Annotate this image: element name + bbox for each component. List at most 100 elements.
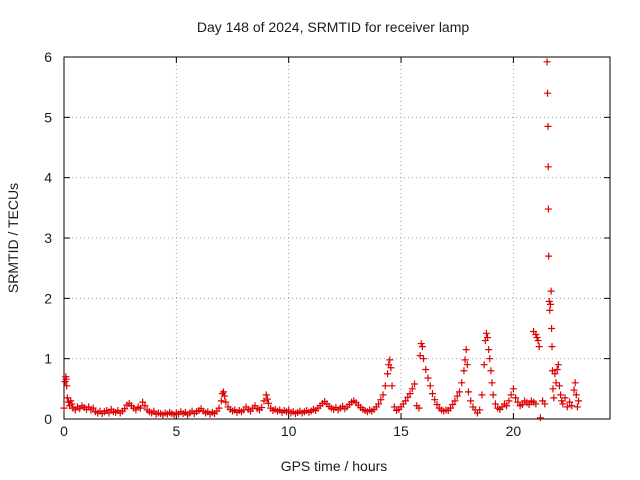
data-point-marker [417, 340, 425, 348]
data-point-marker [514, 398, 522, 406]
data-point-marker [62, 375, 70, 383]
data-point-marker [404, 393, 412, 401]
data-point-marker [507, 391, 515, 399]
y-tick-label: 3 [44, 230, 52, 246]
data-point-marker [139, 398, 147, 406]
data-point-marker [460, 367, 468, 375]
data-point-marker [408, 385, 416, 393]
data-point-marker [544, 122, 552, 130]
data-point-marker [379, 391, 387, 399]
data-point-marker [141, 402, 149, 410]
data-point-marker [558, 397, 566, 405]
data-point-marker [543, 58, 551, 66]
data-point-marker [411, 380, 419, 388]
data-point-marker [557, 391, 565, 399]
data-point-marker [570, 386, 578, 394]
data-point-marker [428, 390, 436, 398]
data-point-marker [121, 405, 129, 413]
data-point-marker [533, 334, 541, 342]
data-point-marker [541, 400, 549, 408]
data-point-marker [60, 404, 68, 412]
data-point-marker [563, 403, 571, 411]
data-point-marker [566, 398, 574, 406]
grid-lines [64, 57, 610, 419]
data-point-marker [546, 306, 554, 314]
data-point-marker [503, 402, 511, 410]
x-tick-label: 15 [393, 423, 409, 439]
x-tick-label: 0 [60, 423, 68, 439]
data-point-marker [480, 361, 488, 369]
data-point-marker [375, 400, 383, 408]
data-point-marker [488, 379, 496, 387]
data-point-marker [486, 355, 494, 363]
data-point-marker [545, 297, 553, 305]
data-point-marker [463, 361, 471, 369]
y-tick-label: 6 [44, 49, 52, 65]
data-point-marker [548, 325, 556, 332]
data-point-marker [553, 366, 561, 374]
data-point-marker [424, 374, 432, 382]
data-point-marker [482, 329, 490, 337]
data-point-marker [68, 400, 76, 408]
data-point-marker [386, 356, 394, 364]
data-point-marker [573, 403, 581, 411]
data-point-marker [536, 414, 544, 422]
y-tick-label: 4 [44, 170, 52, 186]
data-point-marker [136, 404, 144, 412]
data-point-marker [105, 409, 113, 417]
data-point-marker [406, 390, 414, 398]
data-point-marker [544, 205, 552, 213]
data-point-marker [264, 399, 272, 407]
data-point-marker [545, 252, 553, 260]
data-point-marker [462, 346, 470, 354]
data-point-marker [67, 397, 75, 405]
chart-title: Day 148 of 2024, SRMTID for receiver lam… [197, 19, 470, 35]
data-point-marker [217, 397, 225, 405]
data-point-marker [263, 395, 271, 403]
data-point-marker [402, 397, 410, 405]
data-point-marker [512, 394, 520, 402]
data-point-marker [422, 366, 430, 374]
data-point-marker [449, 401, 457, 409]
data-point-marker [487, 367, 495, 375]
data-point-marker [571, 379, 579, 387]
data-point-marker [431, 396, 439, 404]
data-point-marker [484, 334, 492, 342]
data-point-marker [478, 391, 486, 399]
data-point-marker [455, 388, 463, 396]
data-point-marker [89, 404, 97, 412]
data-point-marker [384, 370, 392, 378]
data-point-marker [552, 379, 560, 387]
data-point-marker [561, 394, 569, 402]
data-point-marker [505, 397, 513, 405]
data-point-marker [572, 391, 580, 399]
data-point-marker [215, 404, 223, 412]
y-tick-label: 5 [44, 109, 52, 125]
data-point-marker [509, 385, 517, 393]
data-point-marker [532, 331, 540, 339]
y-tick-label: 0 [44, 411, 52, 427]
data-point-marker [63, 394, 71, 402]
data-point-marker [63, 382, 71, 390]
data-point-marker [426, 382, 434, 390]
data-point-marker [491, 400, 499, 408]
data-points [60, 58, 583, 422]
data-point-marker [518, 401, 526, 409]
data-point-marker [416, 352, 424, 360]
data-point-marker [222, 398, 230, 406]
data-point-marker [433, 401, 441, 409]
data-point-marker [415, 404, 423, 412]
data-point-marker [559, 400, 567, 408]
data-point-marker [451, 397, 459, 405]
data-point-marker [575, 397, 583, 405]
data-point-marker [420, 355, 428, 363]
x-tick-label: 20 [506, 423, 522, 439]
data-point-marker [221, 392, 229, 400]
data-point-marker [548, 343, 556, 351]
data-point-marker [546, 300, 554, 308]
data-point-marker [555, 382, 563, 390]
data-point-marker [388, 382, 396, 390]
y-axis-label: SRMTID / TECUs [5, 183, 21, 293]
data-point-marker [220, 388, 228, 396]
